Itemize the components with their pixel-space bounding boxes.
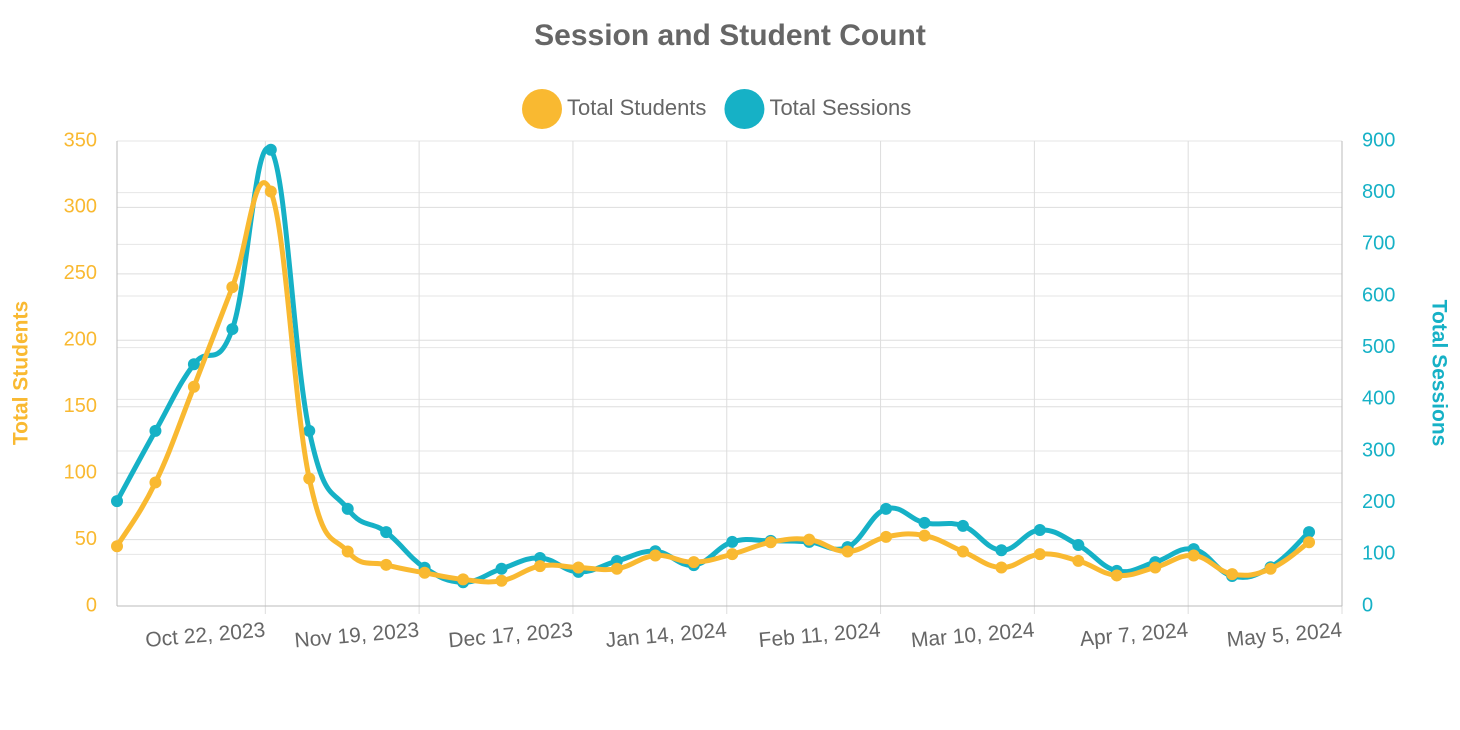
- point: [995, 561, 1008, 574]
- point: [380, 526, 393, 539]
- y-tick-label: 50: [75, 528, 97, 550]
- point: [1072, 539, 1085, 552]
- point: [841, 545, 854, 558]
- point: [226, 323, 239, 336]
- point: [1264, 562, 1277, 575]
- point: [726, 535, 739, 548]
- point: [495, 562, 508, 575]
- point: [764, 536, 777, 549]
- chart-title: Session and Student Count: [534, 19, 926, 52]
- legend-swatch: [522, 89, 562, 129]
- x-tick-label: Apr 7, 2024: [1079, 619, 1189, 651]
- legend-label: Total Students: [567, 95, 706, 120]
- y-tick-label: 200: [64, 329, 97, 351]
- point: [1033, 548, 1046, 561]
- point: [264, 185, 277, 198]
- point: [918, 516, 931, 529]
- point: [341, 545, 354, 558]
- point: [1072, 554, 1085, 567]
- point: [687, 556, 700, 569]
- y-tick-label: 350: [64, 129, 97, 151]
- line: [114, 180, 1311, 585]
- line: [114, 145, 1311, 585]
- series: [111, 180, 1316, 587]
- point: [1187, 549, 1200, 562]
- y2-axis-title: Total Sessions: [1427, 300, 1450, 447]
- y-tick-label: 100: [64, 461, 97, 483]
- x-tick-label: Nov 19, 2023: [294, 619, 420, 653]
- point: [149, 476, 162, 489]
- y2-tick-label: 300: [1362, 439, 1395, 461]
- legend-label: Total Sessions: [769, 95, 911, 120]
- x-tick-label: Dec 17, 2023: [447, 619, 573, 653]
- point: [918, 529, 931, 542]
- point: [303, 424, 316, 437]
- point: [803, 533, 816, 546]
- point: [533, 560, 546, 573]
- point: [1303, 536, 1316, 549]
- point: [495, 574, 508, 587]
- legend-swatch: [724, 89, 765, 129]
- y-tick-label: 300: [64, 196, 97, 218]
- point: [226, 281, 239, 294]
- point: [264, 143, 277, 156]
- y-tick-label: 0: [86, 594, 97, 616]
- point: [956, 519, 969, 532]
- point: [303, 472, 316, 485]
- point: [1033, 524, 1046, 537]
- y-axis-title: Total Students: [10, 301, 33, 445]
- series: [111, 143, 1316, 589]
- point: [149, 424, 162, 437]
- x-tick-label: Feb 11, 2024: [758, 619, 882, 653]
- point: [418, 566, 431, 579]
- point: [1226, 568, 1239, 581]
- point: [187, 380, 200, 393]
- point: [111, 540, 123, 553]
- y2-tick-label: 0: [1362, 594, 1373, 616]
- x-tick-label: May 5, 2024: [1226, 619, 1343, 652]
- point: [1149, 561, 1162, 574]
- point: [111, 495, 123, 508]
- y2-tick-label: 100: [1362, 543, 1395, 565]
- y2-tick-label: 700: [1362, 233, 1395, 255]
- point: [726, 548, 739, 561]
- y-tick-label: 250: [64, 262, 97, 284]
- point: [995, 544, 1008, 557]
- point: [1110, 569, 1123, 582]
- y2-tick-label: 500: [1362, 336, 1395, 358]
- point: [649, 549, 662, 562]
- point: [572, 561, 585, 574]
- point: [380, 558, 393, 571]
- y-tick-label: 150: [64, 395, 97, 417]
- point: [880, 502, 893, 515]
- y2-tick-label: 600: [1362, 284, 1395, 306]
- y2-tick-label: 900: [1362, 129, 1395, 151]
- point: [341, 502, 354, 515]
- x-tick-label: Oct 22, 2023: [144, 619, 266, 652]
- point: [1303, 526, 1316, 539]
- x-tick-label: Mar 10, 2024: [910, 619, 1036, 653]
- x-tick-label: Jan 14, 2024: [605, 619, 728, 653]
- point: [956, 545, 969, 558]
- y2-tick-label: 400: [1362, 388, 1395, 410]
- y2-tick-label: 800: [1362, 181, 1395, 203]
- point: [457, 573, 470, 586]
- point: [610, 562, 623, 575]
- point: [880, 530, 893, 543]
- y2-tick-label: 200: [1362, 491, 1395, 513]
- point: [187, 358, 200, 371]
